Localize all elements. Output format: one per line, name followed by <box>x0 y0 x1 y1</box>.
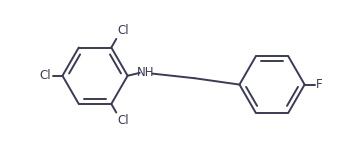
Text: F: F <box>316 78 323 91</box>
Text: NH: NH <box>137 66 155 79</box>
Text: Cl: Cl <box>118 24 129 37</box>
Text: Cl: Cl <box>39 69 51 82</box>
Text: Cl: Cl <box>118 114 129 127</box>
